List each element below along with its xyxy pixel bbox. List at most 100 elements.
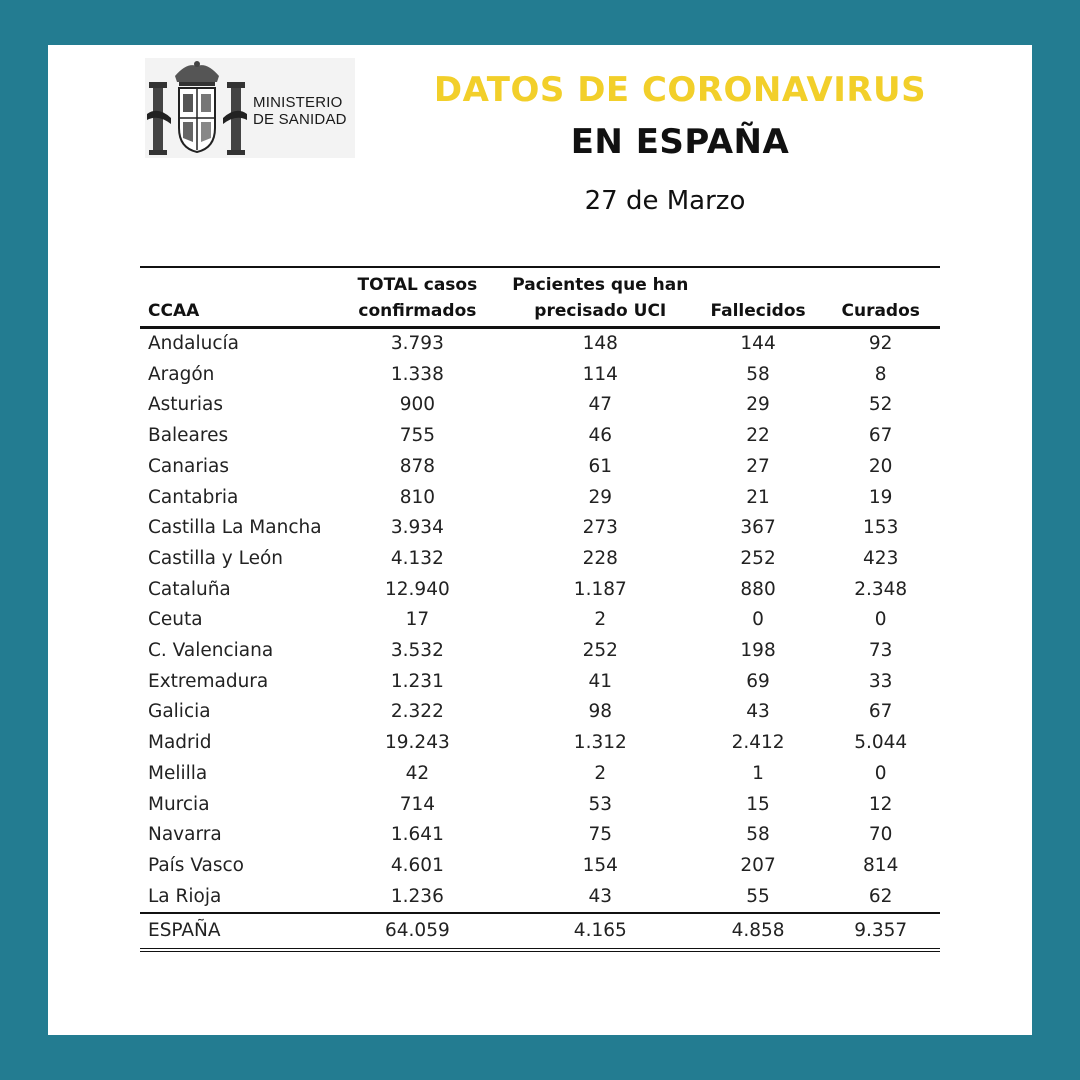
region-name-cell: Cantabria: [148, 486, 239, 508]
icu-patients-cell: 46: [588, 425, 613, 447]
deaths-cell: 29: [746, 394, 770, 416]
deaths-cell: 21: [746, 486, 770, 508]
report-date: 27 de Marzo: [584, 186, 746, 216]
region-name-cell: Baleares: [148, 425, 229, 447]
content-card: [48, 45, 1032, 1035]
deaths-cell: 27: [746, 455, 770, 477]
cases-table: CCAA TOTAL casos confirmados Pacientes q…: [140, 266, 940, 952]
icu-patients-cell: 43: [588, 885, 613, 907]
total-cases-cell: 19.243: [385, 732, 450, 754]
recovered-cell: 0: [874, 762, 887, 784]
recovered-cell: 67: [868, 425, 893, 447]
total-cell: 4.165: [573, 920, 627, 942]
title-line2: EN ESPAÑA: [570, 122, 790, 162]
recovered-cell: 19: [868, 486, 893, 508]
icu-patients-cell: 41: [588, 670, 613, 692]
region-name-cell: Ceuta: [148, 609, 203, 631]
total-cases-cell: 755: [399, 425, 436, 447]
icu-patients-cell: 75: [588, 824, 613, 846]
recovered-cell: 20: [868, 455, 893, 477]
recovered-cell: 62: [868, 885, 893, 907]
recovered-cell: 0: [874, 609, 887, 631]
total-cases-cell: 1.231: [390, 670, 444, 692]
total-cases-cell: 878: [399, 455, 436, 477]
region-name-cell: Canarias: [148, 455, 230, 477]
icu-patients-cell: 228: [582, 547, 618, 569]
table-row: Andalucía 3.793 148 144 92: [140, 328, 940, 360]
region-name-cell: Galicia: [148, 701, 211, 723]
table-row: Extremadura 1.231 41 69 33: [140, 667, 940, 698]
table-row: País Vasco 4.601 154 207 814: [140, 851, 940, 882]
region-name-cell: Melilla: [148, 762, 208, 784]
recovered-cell: 2.348: [854, 578, 908, 600]
deaths-cell: 207: [740, 854, 776, 876]
table-row: Madrid 19.243 1.312 2.412 5.044: [140, 728, 940, 759]
header-deaths: Fallecidos: [710, 301, 806, 321]
deaths-cell: 198: [740, 640, 776, 662]
recovered-cell: 153: [863, 517, 899, 539]
region-name-cell: Aragón: [148, 363, 215, 385]
table-body: Andalucía 3.793 148 144 92 Aragón 1.338 114 58 8 A…: [140, 328, 940, 914]
deaths-cell: 58: [746, 824, 770, 846]
table-row: Cantabria 810 29 21 19: [140, 483, 940, 514]
deaths-cell: 252: [740, 547, 776, 569]
table-row: Murcia 714 53 15 12: [140, 790, 940, 821]
icu-patients-cell: 29: [588, 486, 613, 508]
region-name-cell: Asturias: [148, 394, 223, 416]
region-name-cell: Castilla y León: [148, 547, 284, 569]
icu-patients-cell: 2: [594, 762, 607, 784]
table-row: Melilla 42 2 1 0: [140, 759, 940, 790]
deaths-cell: 69: [746, 670, 770, 692]
total-cases-cell: 810: [399, 486, 436, 508]
title-line1: DATOS DE CORONAVIRUS: [433, 70, 927, 110]
table-row: Castilla La Mancha 3.934 273 367 153: [140, 513, 940, 544]
recovered-cell: 423: [863, 547, 899, 569]
region-name-cell: Navarra: [148, 824, 222, 846]
recovered-cell: 12: [868, 793, 893, 815]
icu-patients-cell: 148: [582, 333, 618, 354]
ministry-name: MINISTERIO DE SANIDAD: [253, 94, 347, 128]
icu-patients-cell: 53: [588, 793, 613, 815]
icu-patients-cell: 114: [582, 363, 618, 385]
icu-patients-cell: 98: [588, 701, 613, 723]
ministry-logo: MINISTERIO DE SANIDAD: [145, 58, 355, 158]
deaths-cell: 55: [746, 885, 770, 907]
recovered-cell: 73: [868, 640, 893, 662]
deaths-cell: 0: [752, 609, 764, 631]
coat-of-arms-icon: [147, 61, 247, 155]
total-cases-cell: 4.601: [390, 854, 444, 876]
total-cases-cell: 3.532: [390, 640, 444, 662]
deaths-cell: 880: [740, 578, 776, 600]
icu-patients-cell: 47: [588, 394, 613, 416]
table-row: Canarias 878 61 27 20: [140, 452, 940, 483]
recovered-cell: 67: [868, 701, 893, 723]
deaths-cell: 15: [746, 793, 770, 815]
deaths-cell: 22: [746, 425, 770, 447]
region-name-cell: Madrid: [148, 732, 212, 754]
recovered-cell: 92: [868, 333, 893, 354]
deaths-cell: 2.412: [731, 732, 785, 754]
region-name-cell: País Vasco: [148, 854, 245, 876]
total-cases-cell: 1.236: [390, 885, 444, 907]
recovered-cell: 814: [863, 854, 899, 876]
region-name-cell: Andalucía: [148, 333, 239, 354]
table-row: Aragón 1.338 114 58 8: [140, 360, 940, 391]
recovered-cell: 8: [874, 363, 887, 385]
region-name-cell: Extremadura: [148, 670, 269, 692]
icu-patients-cell: 1.187: [573, 578, 627, 600]
icu-patients-cell: 2: [594, 609, 607, 631]
table-header-row: CCAA TOTAL casos confirmados Pacientes q…: [140, 267, 940, 328]
region-name-cell: C. Valenciana: [148, 640, 274, 662]
table-row: Cataluña 12.940 1.187 880 2.348: [140, 575, 940, 606]
region-name-cell: Cataluña: [148, 578, 231, 600]
table-row: Baleares 755 46 22 67: [140, 421, 940, 452]
table-row: Galicia 2.322 98 43 67: [140, 697, 940, 728]
total-cases-cell: 1.641: [390, 824, 444, 846]
total-cell: 9.357: [854, 920, 908, 942]
total-cases-cell: 900: [399, 394, 436, 416]
recovered-cell: 70: [868, 824, 893, 846]
total-cases-cell: 4.132: [390, 547, 444, 569]
table-row: Castilla y León 4.132 228 252 423: [140, 544, 940, 575]
deaths-cell: 43: [746, 701, 770, 723]
total-cases-cell: 714: [399, 793, 436, 815]
